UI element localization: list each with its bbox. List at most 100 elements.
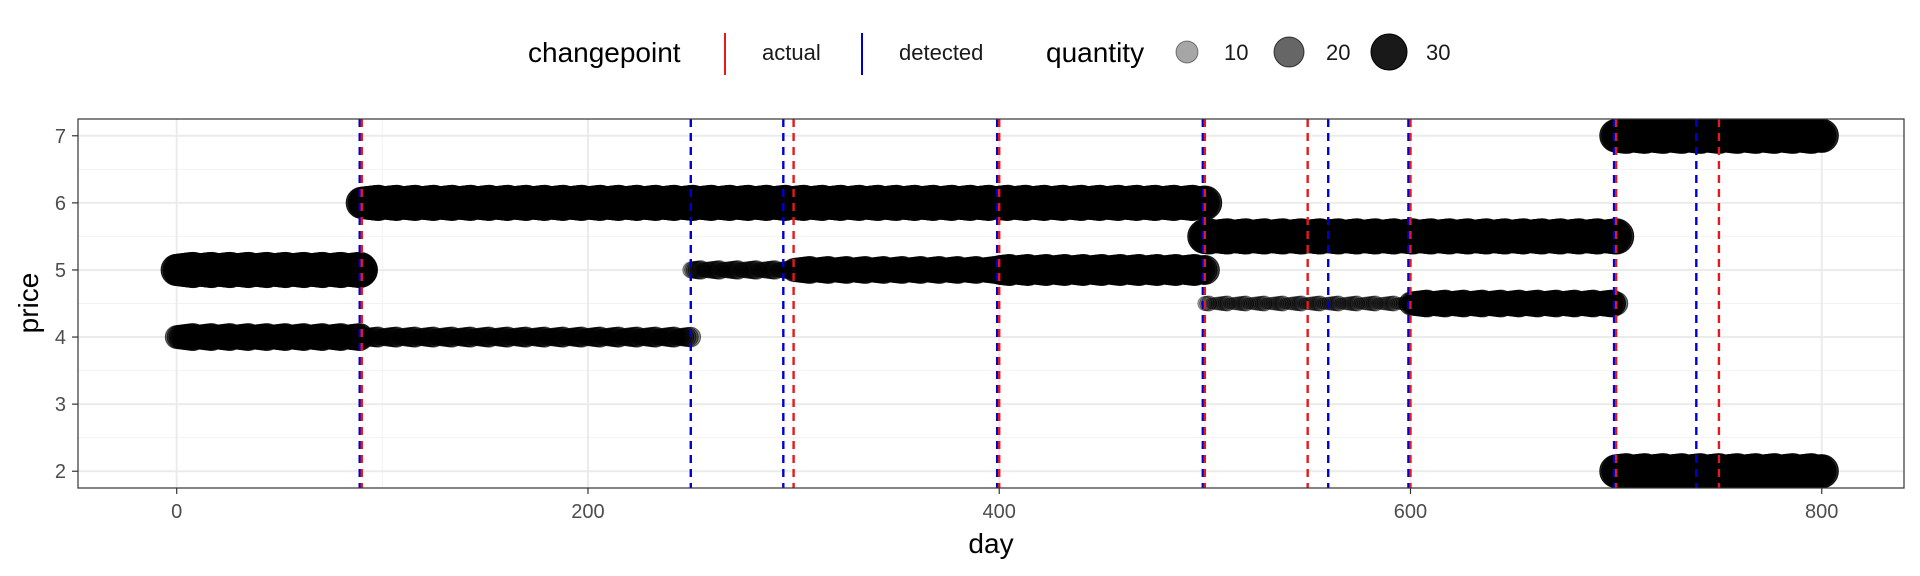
data-point bbox=[1343, 296, 1359, 311]
data-point bbox=[1267, 296, 1282, 311]
data-point bbox=[1274, 295, 1292, 312]
data-point bbox=[1189, 254, 1220, 285]
data-point bbox=[447, 328, 466, 346]
data-point bbox=[1338, 296, 1352, 311]
data-point bbox=[1269, 296, 1285, 311]
data-point bbox=[1293, 295, 1310, 312]
data-point bbox=[1225, 297, 1238, 310]
x-tick-label: 600 bbox=[1394, 501, 1427, 523]
data-point bbox=[1282, 296, 1296, 311]
data-point bbox=[669, 328, 688, 346]
y-tick-label: 4 bbox=[55, 327, 66, 349]
data-point bbox=[1308, 295, 1324, 312]
data-point bbox=[1365, 295, 1382, 312]
data-point bbox=[1206, 297, 1220, 310]
data-point bbox=[1339, 296, 1354, 311]
data-point bbox=[756, 261, 774, 279]
data-point bbox=[1228, 296, 1243, 311]
data-point bbox=[521, 328, 540, 346]
data-point bbox=[429, 328, 447, 346]
data-point bbox=[1215, 295, 1231, 312]
y-tick-label: 5 bbox=[55, 260, 66, 282]
data-point bbox=[1279, 297, 1292, 310]
data-point bbox=[1297, 297, 1310, 310]
data-point bbox=[1323, 296, 1338, 311]
data-point bbox=[1242, 297, 1255, 310]
legend-key-quantity-30 bbox=[1370, 33, 1408, 71]
data-point bbox=[466, 328, 484, 346]
y-tick-label: 7 bbox=[55, 126, 66, 148]
data-point bbox=[1236, 295, 1252, 312]
data-point bbox=[1376, 296, 1391, 311]
data-point bbox=[1251, 296, 1266, 311]
legend-label-quantity-20: 20 bbox=[1326, 40, 1350, 65]
data-point bbox=[1382, 295, 1398, 312]
data-point bbox=[737, 261, 755, 279]
data-point bbox=[1264, 296, 1278, 311]
data-point bbox=[1360, 296, 1375, 311]
data-point bbox=[1252, 295, 1268, 312]
x-tick-label: 0 bbox=[171, 501, 182, 523]
x-axis: 0 200 400 600 800 bbox=[171, 488, 1838, 523]
data-point bbox=[1227, 296, 1241, 311]
data-point bbox=[1334, 297, 1347, 310]
data-point bbox=[1289, 295, 1305, 312]
data-point bbox=[1237, 295, 1255, 312]
data-point bbox=[1380, 296, 1396, 311]
y-axis-title: price bbox=[13, 273, 44, 334]
legend-label-actual: actual bbox=[762, 40, 821, 65]
data-point bbox=[1232, 296, 1248, 311]
x-axis-title: day bbox=[968, 528, 1013, 559]
data-point bbox=[1262, 297, 1275, 310]
y-tick-label: 3 bbox=[55, 394, 66, 416]
data-point bbox=[1284, 296, 1298, 311]
data-point bbox=[1363, 295, 1379, 312]
data-point bbox=[1358, 296, 1373, 311]
data-point bbox=[1230, 296, 1245, 311]
data-point bbox=[719, 261, 737, 279]
data-point bbox=[558, 328, 577, 346]
data-point bbox=[632, 328, 651, 346]
data-point bbox=[702, 261, 721, 279]
data-point bbox=[1347, 295, 1363, 312]
legend-label-detected: detected bbox=[899, 40, 983, 65]
y-axis: 2 3 4 5 6 7 bbox=[55, 126, 78, 483]
data-point bbox=[1353, 297, 1366, 310]
data-point bbox=[1223, 297, 1236, 310]
data-point bbox=[392, 328, 410, 346]
data-point bbox=[684, 261, 702, 279]
legend-title-changepoint: changepoint bbox=[528, 37, 681, 68]
changepoint-lines bbox=[358, 119, 1721, 488]
x-tick-label: 400 bbox=[983, 501, 1016, 523]
data-point bbox=[1367, 295, 1384, 312]
data-point bbox=[1288, 296, 1303, 311]
data-point bbox=[1345, 295, 1361, 312]
data-point bbox=[1310, 295, 1326, 312]
data-point bbox=[1260, 297, 1273, 310]
data-point bbox=[595, 328, 614, 346]
legend-key-quantity-10 bbox=[1175, 40, 1199, 64]
data-point bbox=[1378, 296, 1393, 311]
data-point bbox=[758, 261, 776, 279]
data-point bbox=[410, 328, 429, 346]
legend: changepoint actual detected quantity 10 … bbox=[528, 33, 1450, 75]
data-point bbox=[1362, 296, 1377, 311]
data-point bbox=[1210, 296, 1224, 311]
data-point bbox=[1247, 296, 1261, 311]
data-point bbox=[1280, 297, 1294, 310]
legend-key-quantity-20 bbox=[1273, 36, 1305, 68]
y-tick-label: 6 bbox=[55, 193, 66, 215]
data-point bbox=[1256, 295, 1273, 312]
data-point bbox=[484, 328, 503, 346]
data-point bbox=[1219, 295, 1236, 312]
data-point bbox=[1348, 295, 1366, 312]
grid bbox=[78, 119, 1904, 488]
data-point bbox=[614, 328, 632, 346]
data-point bbox=[1254, 295, 1271, 312]
data-point bbox=[700, 261, 718, 279]
data-point bbox=[1217, 295, 1234, 312]
data-point bbox=[1356, 296, 1370, 311]
data-point bbox=[739, 261, 758, 279]
